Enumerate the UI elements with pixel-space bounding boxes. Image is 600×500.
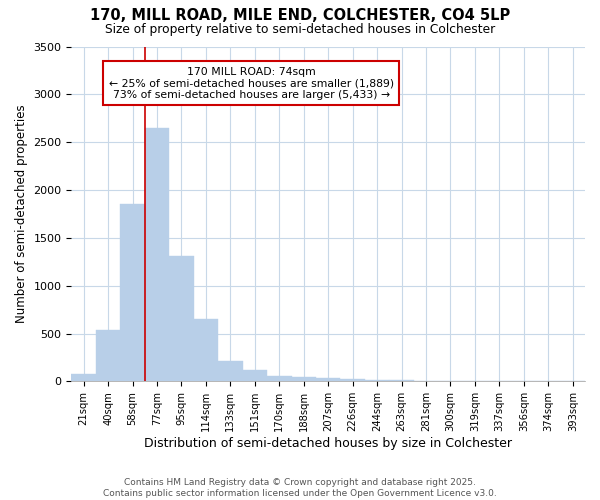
Bar bbox=[71, 374, 96, 382]
Bar bbox=[145, 128, 169, 382]
Y-axis label: Number of semi-detached properties: Number of semi-detached properties bbox=[15, 104, 28, 323]
Bar bbox=[316, 378, 340, 382]
Bar bbox=[340, 380, 365, 382]
Text: 170 MILL ROAD: 74sqm
← 25% of semi-detached houses are smaller (1,889)
73% of se: 170 MILL ROAD: 74sqm ← 25% of semi-detac… bbox=[109, 66, 394, 100]
Bar bbox=[169, 256, 194, 382]
X-axis label: Distribution of semi-detached houses by size in Colchester: Distribution of semi-detached houses by … bbox=[144, 437, 512, 450]
Bar bbox=[292, 377, 316, 382]
Bar bbox=[96, 330, 121, 382]
Bar bbox=[218, 361, 242, 382]
Text: Contains HM Land Registry data © Crown copyright and database right 2025.
Contai: Contains HM Land Registry data © Crown c… bbox=[103, 478, 497, 498]
Bar bbox=[267, 376, 292, 382]
Text: Size of property relative to semi-detached houses in Colchester: Size of property relative to semi-detach… bbox=[105, 22, 495, 36]
Bar bbox=[365, 380, 389, 382]
Bar bbox=[389, 380, 414, 382]
Bar bbox=[121, 204, 145, 382]
Bar bbox=[194, 319, 218, 382]
Bar bbox=[242, 370, 267, 382]
Text: 170, MILL ROAD, MILE END, COLCHESTER, CO4 5LP: 170, MILL ROAD, MILE END, COLCHESTER, CO… bbox=[90, 8, 510, 22]
